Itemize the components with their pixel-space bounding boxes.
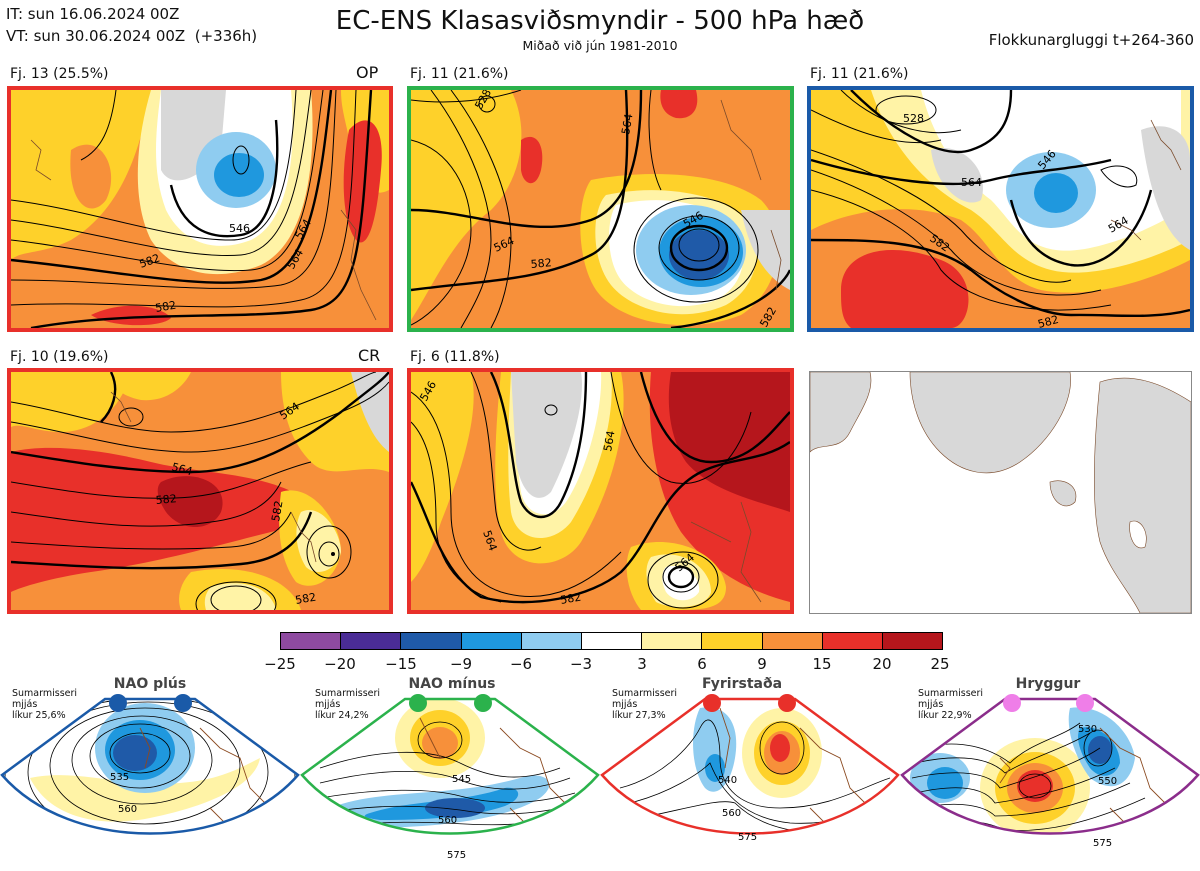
contour-label: 550 <box>1098 776 1117 787</box>
contour-label: 535 <box>110 772 129 783</box>
contour-label: 582 <box>294 591 317 607</box>
cluster-panel-5: 546 564 582 564 564 <box>407 368 794 614</box>
colorbar-swatch <box>822 633 883 649</box>
chart-subtitle: Miðað við jún 1981-2010 <box>522 38 678 53</box>
contour-label: 582 <box>269 500 285 523</box>
contour-label: 582 <box>559 591 582 607</box>
regime-title-blocking: Fyrirstaða <box>701 676 783 692</box>
cluster-panel-3: 528 546 564 582 564 582 <box>807 86 1194 332</box>
regime-title-ridge: Hryggur <box>1015 676 1081 692</box>
regime-title-nao-minus: NAO mínus <box>408 676 496 692</box>
cluster-panel-1: 546 564 582 564 582 <box>7 86 393 332</box>
contour-label: 575 <box>738 832 757 843</box>
regime-note-nao-plus: Sumarmisseri mjjás líkur 25,6% <box>12 688 78 721</box>
colorbar-swatch <box>882 633 943 649</box>
panel-1-tag: OP <box>356 63 379 82</box>
colorbar-tick: 15 <box>812 655 832 673</box>
contour-label: 546 <box>229 222 250 235</box>
empty-basemap-panel <box>809 371 1192 614</box>
colorbar-swatch <box>341 633 402 649</box>
contour-label: 564 <box>170 460 194 478</box>
regime-map-nao-minus: 545 560 575 <box>300 694 600 861</box>
contour-label: 545 <box>452 774 471 785</box>
init-time: IT: sun 16.06.2024 00Z <box>6 5 180 23</box>
contour-label: 564 <box>961 176 982 189</box>
colorbar-tick: −25 <box>264 655 296 673</box>
regime-maps: 535 560 <box>0 694 1200 861</box>
regime-note-ridge: Sumarmisseri mjjás líkur 22,9% <box>918 688 984 721</box>
colorbar-tick: −15 <box>385 655 417 673</box>
colorbar-tick: 9 <box>757 655 767 673</box>
contour-label: 530 <box>1078 724 1097 735</box>
colorbar-tick: −9 <box>449 655 473 673</box>
contour-label: 582 <box>154 299 177 315</box>
regime-note-blocking: Sumarmisseri mjjás líkur 27,3% <box>612 688 678 721</box>
colorbar-swatch <box>401 633 462 649</box>
colorbar-swatch <box>521 633 582 649</box>
contour-label: 528 <box>903 112 924 125</box>
panel-3-label: Fj. 11 (21.6%) <box>810 66 909 82</box>
panel-4-label: Fj. 10 (19.6%) <box>10 349 109 365</box>
contour-label: 560 <box>118 804 137 815</box>
contour-label: 564 <box>619 113 635 136</box>
colorbar <box>280 632 943 650</box>
contour-label: 582 <box>530 256 552 271</box>
cluster-panel-2: 528 546 564 582 564 582 <box>407 86 794 332</box>
regime-title-nao-plus: NAO plús <box>113 676 187 692</box>
colorbar-tick: −6 <box>509 655 533 673</box>
contour-label: 560 <box>722 808 741 819</box>
colorbar-swatch <box>461 633 522 649</box>
regime-map-blocking: 540 560 575 <box>600 694 900 843</box>
contour-label: 564 <box>601 430 617 453</box>
contour-label: 582 <box>155 492 177 507</box>
chart-title: EC-ENS Klasasviðsmyndir - 500 hPa hæð <box>335 6 865 36</box>
colorbar-tick: −3 <box>569 655 593 673</box>
classification-window: Flokkunargluggi t+264-360 <box>988 31 1194 49</box>
colorbar-swatch <box>581 633 643 649</box>
colorbar-tick: 25 <box>930 655 950 673</box>
colorbar-tick: 6 <box>697 655 707 673</box>
panel-1-label: Fj. 13 (25.5%) <box>10 66 109 82</box>
panel-4-tag: CR <box>358 346 381 365</box>
colorbar-swatch <box>642 633 703 649</box>
panel-2-label: Fj. 11 (21.6%) <box>410 66 509 82</box>
contour-label: 582 <box>1036 313 1060 328</box>
header-info: IT: sun 16.06.2024 00Z VT: sun 30.06.2024… <box>6 3 257 47</box>
colorbar-swatch <box>281 633 342 649</box>
cluster-panel-4: 564 582 564 582 582 <box>7 368 393 614</box>
regime-note-nao-minus: Sumarmisseri mjjás líkur 24,2% <box>315 688 381 721</box>
colorbar-tick: −20 <box>324 655 356 673</box>
colorbar-swatch <box>762 633 823 649</box>
regime-map-nao-plus: 535 560 <box>0 694 300 835</box>
colorbar-tick: 3 <box>637 655 647 673</box>
contour-label: 560 <box>438 815 457 826</box>
colorbar-tick: 20 <box>872 655 892 673</box>
valid-time: VT: sun 30.06.2024 00Z (+336h) <box>6 27 258 45</box>
panel-5-label: Fj. 6 (11.8%) <box>410 349 500 365</box>
contour-label: 575 <box>447 850 466 861</box>
colorbar-swatch <box>702 633 763 649</box>
contour-label: 575 <box>1093 838 1112 849</box>
contour-label: 540 <box>718 775 737 786</box>
regime-map-ridge: 530 550 575 <box>900 694 1200 849</box>
